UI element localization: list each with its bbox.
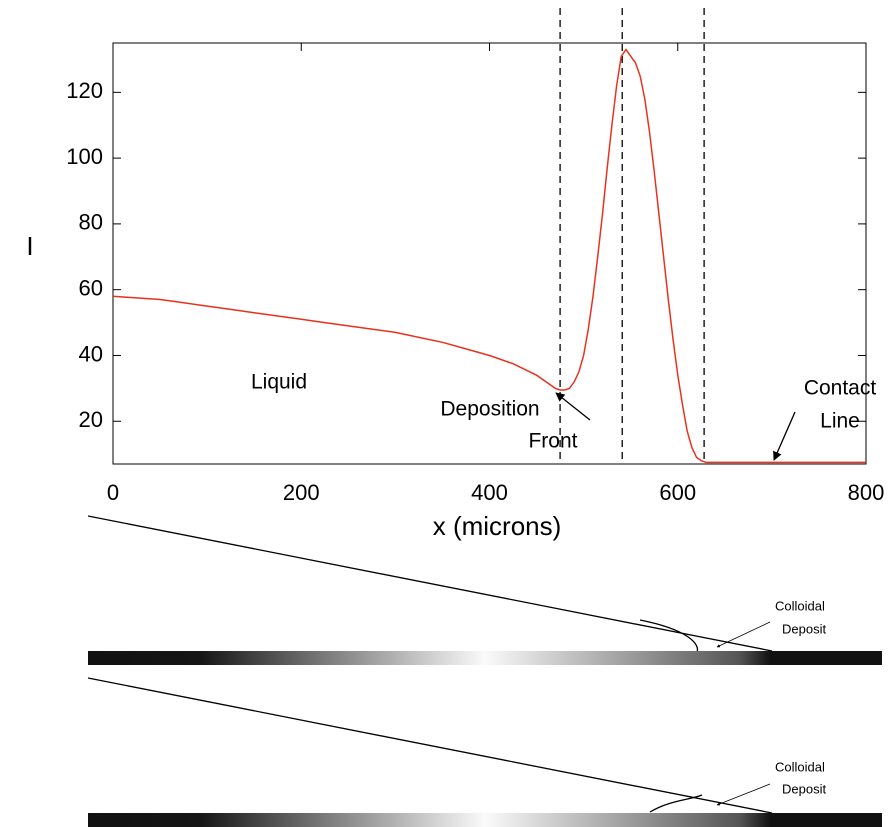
x-tick-label: 400 <box>471 480 508 505</box>
substrate <box>88 813 882 827</box>
annotation: Front <box>528 430 577 453</box>
y-axis-label: I <box>26 231 33 261</box>
liquid-surface <box>87 677 773 814</box>
substrate <box>88 651 882 665</box>
diagram-label: Deposit <box>782 781 826 796</box>
annotation: Liquid <box>251 371 307 394</box>
deposit-boundary <box>649 794 703 813</box>
arrow <box>716 783 771 806</box>
deposit-boundary <box>639 619 699 653</box>
x-tick-label: 200 <box>283 480 320 505</box>
diagram-1: Colloidal Deposit <box>87 515 882 665</box>
diagram-2: Colloidal Deposit <box>87 677 882 827</box>
y-tick-label: 40 <box>79 341 103 366</box>
x-tick-label: 800 <box>848 480 885 505</box>
y-tick-label: 120 <box>66 78 103 103</box>
annotation-arrow <box>555 392 591 421</box>
y-tick-label: 20 <box>79 407 103 432</box>
y-tick-label: 80 <box>79 210 103 235</box>
annotation: Deposition <box>440 398 539 421</box>
arrow <box>716 621 771 648</box>
x-tick-label: 600 <box>659 480 696 505</box>
y-tick-label: 100 <box>66 144 103 169</box>
y-tick-label: 60 <box>79 275 103 300</box>
annotation: Line <box>820 410 860 433</box>
diagram-label: Colloidal <box>775 598 825 613</box>
data-line <box>112 48 866 464</box>
diagram-label: Deposit <box>782 621 826 636</box>
x-axis-label: x (microns) <box>433 511 562 541</box>
x-tick-label: 0 <box>107 480 119 505</box>
diagram-label: Colloidal <box>775 759 825 774</box>
annotation: Contact <box>804 377 877 400</box>
annotation-arrow <box>773 411 796 461</box>
liquid-surface <box>87 515 773 652</box>
